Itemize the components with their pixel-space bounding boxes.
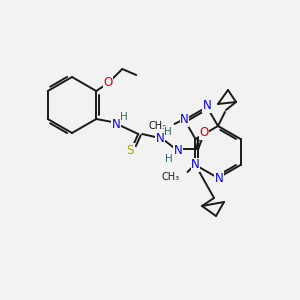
Text: N: N [180,113,189,126]
Text: S: S [127,143,134,157]
Text: N: N [174,145,183,158]
Text: N: N [174,145,183,158]
Text: N: N [156,133,165,146]
Text: N: N [191,158,200,172]
Text: H: H [164,127,172,137]
Text: H: H [165,154,173,164]
Text: O: O [103,76,113,89]
Text: N: N [112,118,121,130]
Text: O: O [200,127,209,140]
Text: N: N [214,172,224,184]
Text: H: H [120,112,128,122]
Text: N: N [202,99,211,112]
Text: N: N [191,158,200,172]
Text: N: N [112,118,121,130]
Text: N: N [214,172,224,184]
Text: H: H [120,112,128,122]
Text: H: H [165,154,173,164]
Text: S: S [127,143,134,157]
Text: CH₃: CH₃ [161,172,179,182]
Text: N: N [180,113,189,126]
Text: N: N [202,99,211,112]
Text: O: O [200,127,209,140]
Text: H: H [164,127,172,137]
Text: CH₃: CH₃ [148,121,166,131]
Text: O: O [103,76,113,89]
Text: N: N [156,133,165,146]
